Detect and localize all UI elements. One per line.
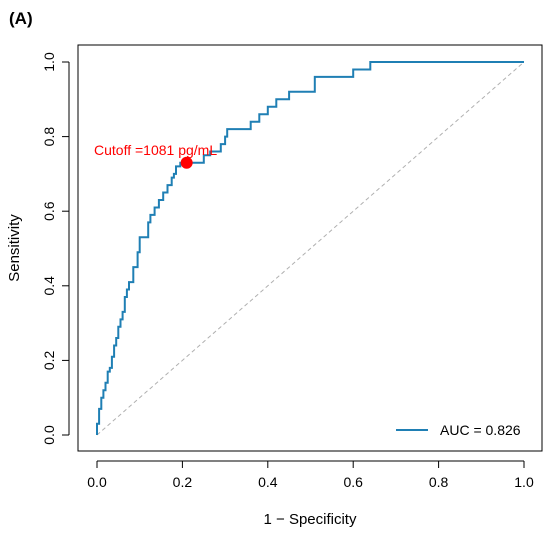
- x-tick-label: 0.2: [173, 474, 193, 490]
- panel-label: (A): [9, 9, 33, 28]
- y-tick-label: 0.2: [41, 350, 57, 370]
- x-tick-label: 0.4: [258, 474, 278, 490]
- y-axis-title: Sensitivity: [6, 214, 23, 282]
- x-axis-ticks: 0.0 0.2 0.4 0.6 0.8 1.0: [87, 461, 534, 490]
- y-tick-label: 1.0: [41, 52, 57, 72]
- reference-diagonal-line: [96, 61, 525, 436]
- roc-curve-line: [96, 61, 524, 435]
- plot-frame: [77, 44, 543, 452]
- x-tick-label: 0.8: [429, 474, 449, 490]
- legend: AUC = 0.826: [383, 411, 540, 449]
- y-tick-label: 0.0: [41, 425, 57, 445]
- x-axis-title: 1 − Specificity: [264, 511, 357, 528]
- x-tick-label: 1.0: [514, 474, 534, 490]
- y-axis-ticks: 0.0 0.2 0.4 0.6 0.8 1.0: [41, 52, 69, 445]
- cutoff-point-marker: [180, 156, 193, 169]
- y-tick-label: 0.4: [41, 276, 57, 296]
- y-tick-label: 0.6: [41, 201, 57, 221]
- cutoff-label: Cutoff =1081 pg/mL: [94, 142, 217, 158]
- legend-label: AUC = 0.826: [440, 422, 521, 438]
- x-tick-label: 0.6: [343, 474, 363, 490]
- x-tick-label: 0.0: [87, 474, 107, 490]
- y-tick-label: 0.8: [41, 127, 57, 147]
